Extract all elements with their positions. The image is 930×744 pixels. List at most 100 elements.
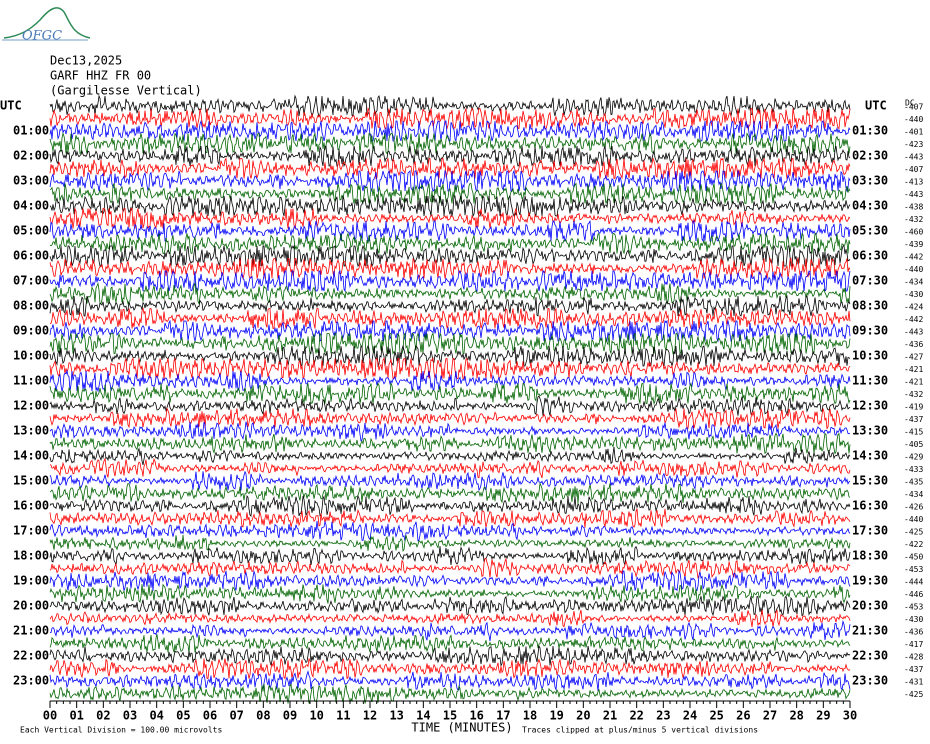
trace [49, 295, 851, 317]
dc-value: -443 [904, 328, 923, 337]
trace [49, 595, 851, 617]
right-time-label: 07:30 [852, 274, 888, 288]
left-time-label: 19:00 [13, 574, 49, 588]
left-time-label: 11:00 [13, 374, 49, 388]
left-time-label: 15:00 [13, 474, 49, 488]
dc-value: -423 [904, 140, 923, 149]
dc-value: -440 [904, 515, 923, 524]
x-tick-label: 26 [736, 709, 750, 723]
right-time-label: 10:30 [852, 349, 888, 363]
x-tick-label: 10 [309, 709, 323, 723]
x-tick-label: 02 [96, 709, 110, 723]
right-time-label: 18:30 [852, 549, 888, 563]
x-tick-label: 16 [469, 709, 483, 723]
trace [49, 319, 851, 343]
right-time-label: 09:30 [852, 324, 888, 338]
left-time-label: 21:00 [13, 624, 49, 638]
dc-value: -432 [904, 390, 923, 399]
right-time-label: 06:30 [852, 249, 888, 263]
trace [49, 508, 851, 529]
trace [49, 382, 851, 405]
right-time-label: 16:30 [852, 499, 888, 513]
left-time-label: 03:00 [13, 174, 49, 188]
trace [49, 644, 851, 667]
x-tick-label: 29 [816, 709, 830, 723]
trace [49, 369, 851, 393]
trace [49, 447, 851, 465]
x-tick-label: 24 [683, 709, 697, 723]
x-tick-label: 17 [496, 709, 510, 723]
logo: OFGC [2, 7, 91, 44]
dc-value: -443 [904, 153, 923, 162]
x-tick-label: 21 [603, 709, 617, 723]
x-tick-label: 14 [416, 709, 430, 723]
trace [49, 232, 851, 255]
dc-value: -434 [904, 490, 923, 499]
x-tick-label: 28 [789, 709, 803, 723]
dc-value: -413 [904, 178, 923, 187]
traces [49, 94, 851, 704]
left-time-label: 05:00 [13, 224, 49, 238]
left-time-label: 04:00 [13, 199, 49, 213]
trace [49, 156, 851, 180]
logo-text: OFGC [22, 29, 62, 44]
right-time-label: 04:30 [852, 199, 888, 213]
dc-value: -429 [904, 453, 923, 462]
right-time-label: 03:30 [852, 174, 888, 188]
scale-note: Each Vertical Division = 100.00 microvol… [20, 726, 222, 735]
left-time-label: 16:00 [13, 499, 49, 513]
date: Dec13,2025 [50, 54, 122, 68]
dc-value: -417 [904, 640, 923, 649]
dc-value: -428 [904, 653, 923, 662]
trace [49, 545, 851, 566]
x-tick-label: 06 [203, 709, 217, 723]
trace [49, 356, 851, 381]
right-time-label: 14:30 [852, 449, 888, 463]
dc-value: -436 [904, 340, 923, 349]
dc-value: -446 [904, 590, 923, 599]
dc-value: -430 [904, 290, 923, 299]
x-axis-title: TIME (MINUTES) [411, 721, 512, 735]
dc-value: -453 [904, 603, 923, 612]
left-time-label: 06:00 [13, 249, 49, 263]
x-tick-label: 27 [763, 709, 777, 723]
left-time-label: 14:00 [13, 449, 49, 463]
left-time-label: 12:00 [13, 399, 49, 413]
dc-value: -407 [904, 103, 923, 112]
site: (Gargilesse Vertical) [50, 84, 202, 98]
right-time-label: 12:30 [852, 399, 888, 413]
x-tick-label: 19 [549, 709, 563, 723]
dc-value: -407 [904, 165, 923, 174]
trace [49, 583, 851, 604]
trace [49, 569, 851, 592]
left-time-label: 23:00 [13, 674, 49, 688]
trace [49, 457, 851, 479]
left-time-label: 20:00 [13, 599, 49, 613]
dc-value: -440 [904, 265, 923, 274]
dc-value: -421 [904, 378, 923, 387]
trace [49, 470, 851, 492]
right-time-label: UTC [865, 99, 887, 113]
right-time-label: 05:30 [852, 224, 888, 238]
x-tick-label: 23 [656, 709, 670, 723]
dc-value: -425 [904, 528, 923, 537]
right-time-label: 15:30 [852, 474, 888, 488]
right-time-label: 20:30 [852, 599, 888, 613]
x-tick-label: 09 [283, 709, 297, 723]
trace [49, 281, 851, 305]
trace [49, 609, 851, 628]
trace [49, 683, 851, 704]
trace [49, 145, 851, 168]
dc-value: -421 [904, 365, 923, 374]
trace [49, 634, 851, 654]
trace [49, 107, 851, 130]
trace [49, 119, 851, 143]
right-time-label: 08:30 [852, 299, 888, 313]
trace [49, 132, 851, 155]
x-tick-label: 22 [629, 709, 643, 723]
left-time-label: UTC [0, 99, 22, 113]
dc-value: -424 [904, 303, 923, 312]
x-tick-label: 04 [149, 709, 163, 723]
left-time-label: 08:00 [13, 299, 49, 313]
